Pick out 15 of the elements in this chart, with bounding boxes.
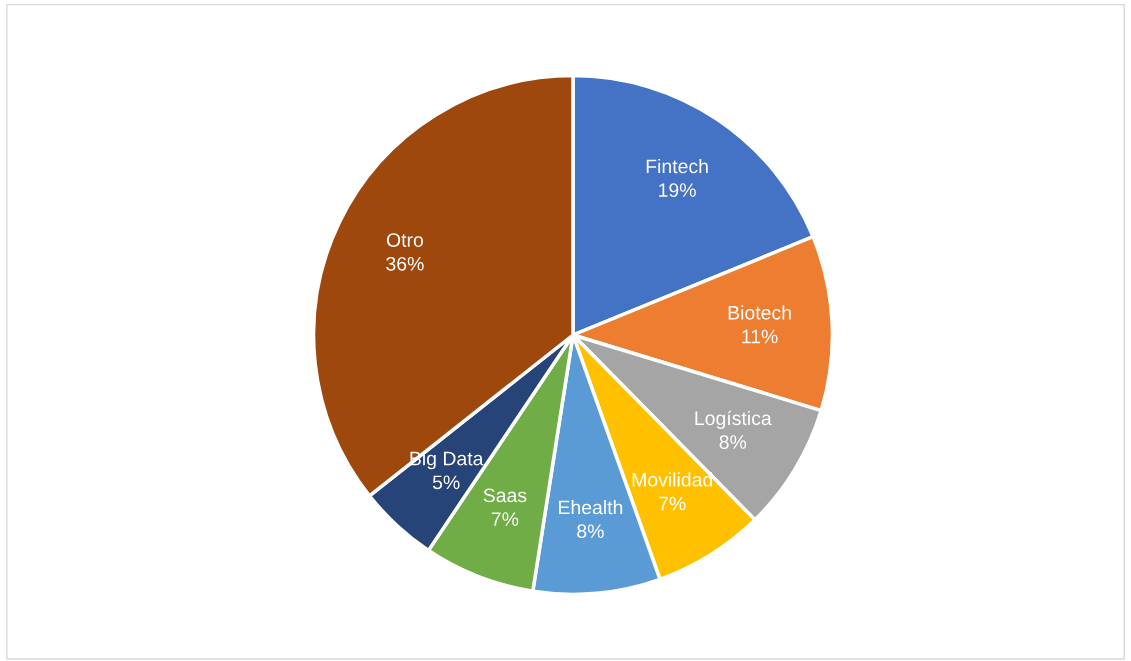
data-label: 7% — [491, 512, 519, 526]
slice-label: Ehealth — [559, 500, 623, 515]
data-label: 11% — [742, 329, 778, 344]
slice-label: Fintech — [646, 158, 708, 174]
data-label: 8% — [719, 435, 747, 449]
data-label: 36% — [386, 256, 424, 271]
slice-label: Logística — [695, 410, 772, 430]
data-label: 7% — [659, 496, 686, 511]
data-label: 8% — [577, 524, 604, 539]
slice-label: Otro — [386, 233, 423, 247]
slice-label: Saas — [483, 488, 527, 503]
slice-label: Movilidad — [632, 472, 713, 487]
data-label: 5% — [432, 475, 460, 490]
slice-label: Biotech — [728, 305, 791, 320]
data-label: 19% — [659, 183, 696, 198]
